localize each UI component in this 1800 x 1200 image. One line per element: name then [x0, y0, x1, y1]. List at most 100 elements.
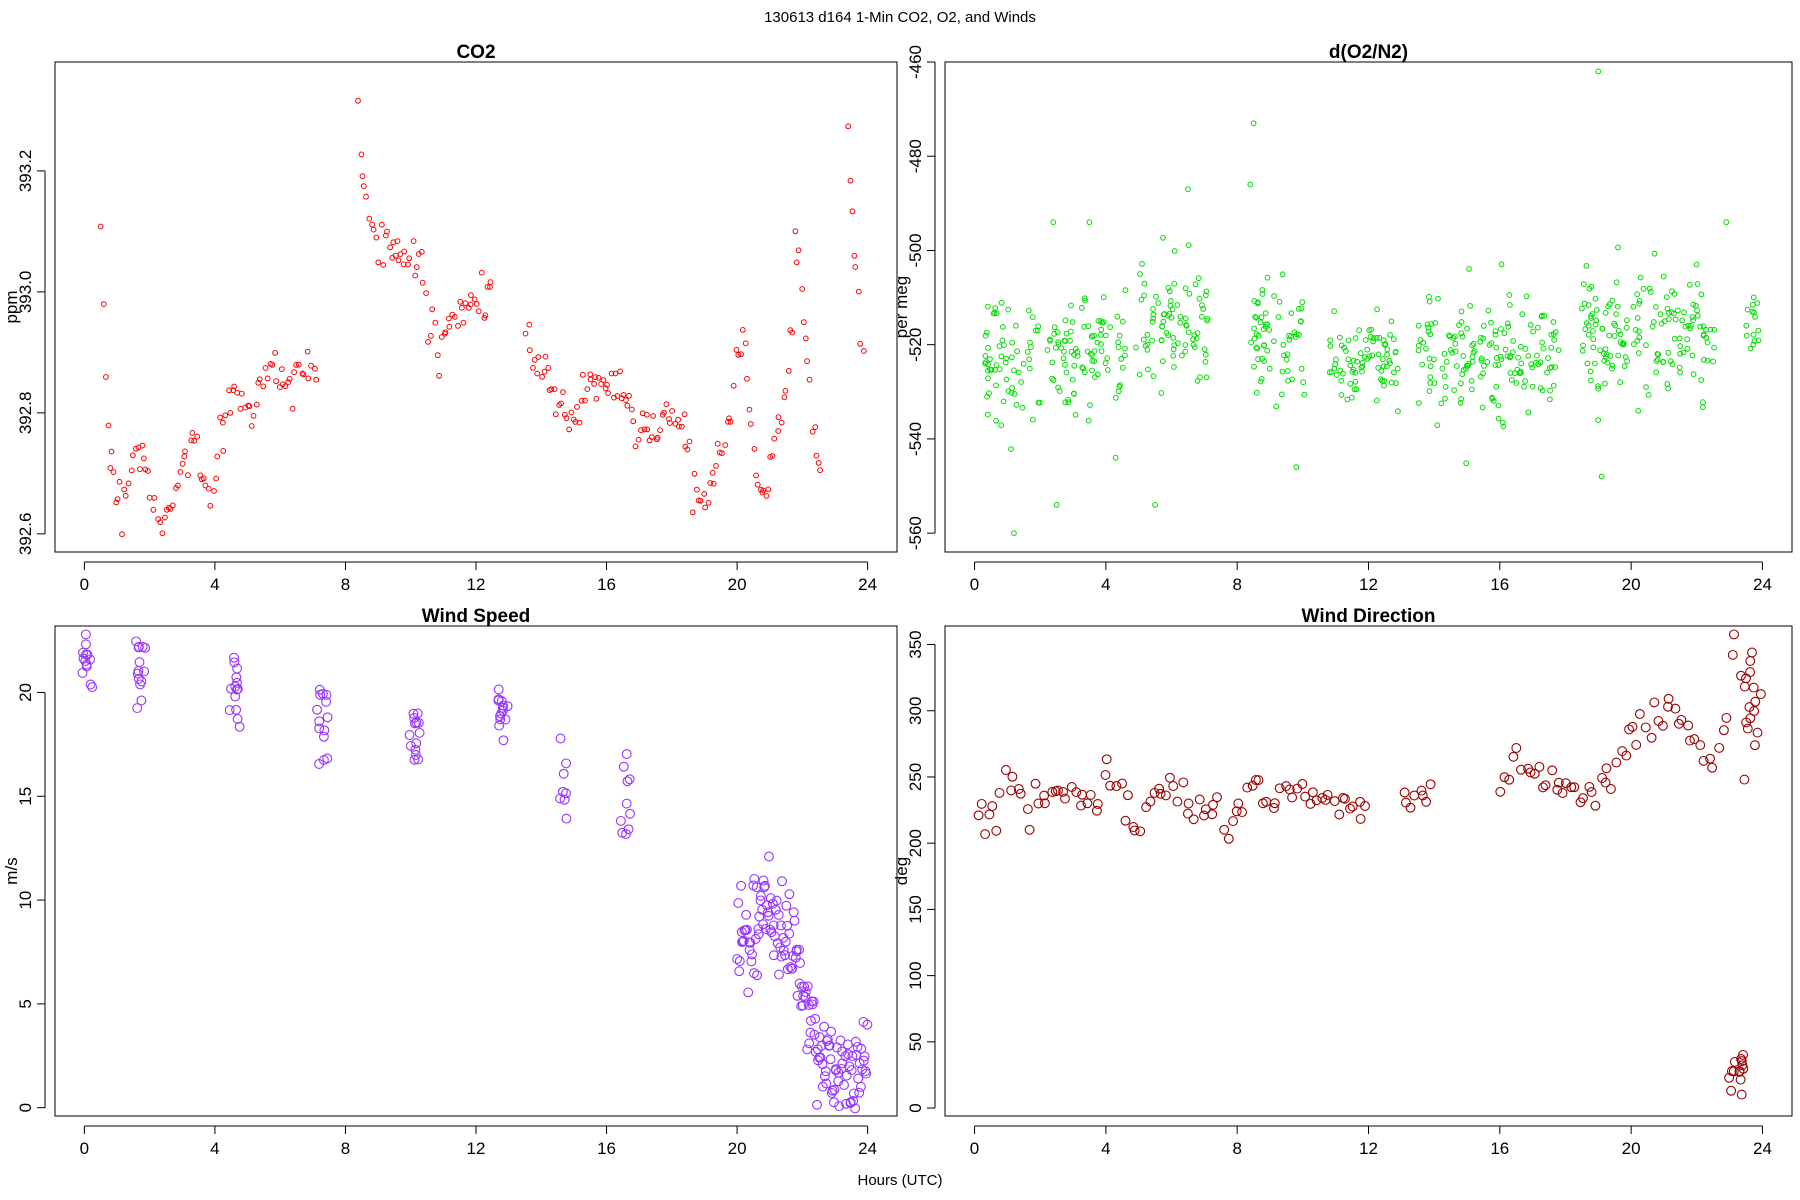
data-point [1281, 352, 1287, 359]
data-point [1434, 422, 1441, 429]
data-point [795, 247, 802, 254]
data-point [1463, 460, 1470, 467]
data-point [1086, 219, 1093, 226]
data-point [1593, 317, 1600, 324]
data-point [1457, 400, 1464, 406]
data-point [1024, 349, 1031, 355]
data-point [1317, 792, 1328, 803]
data-point [587, 376, 594, 383]
data-point [1027, 339, 1033, 346]
data-point [853, 1073, 864, 1084]
data-point [1464, 325, 1470, 332]
data-point [846, 1065, 857, 1076]
x-tick-label: 0 [80, 1139, 89, 1158]
data-point [760, 487, 767, 494]
data-point [1336, 334, 1343, 341]
data-point [1614, 303, 1621, 310]
data-point [1539, 312, 1545, 319]
data-point [1697, 323, 1704, 330]
data-point [1661, 318, 1668, 325]
data-point [542, 353, 549, 360]
data-point [1101, 754, 1112, 765]
data-point [1062, 338, 1069, 345]
data-point [1724, 1072, 1735, 1083]
data-point [815, 1052, 826, 1063]
data-point [1089, 357, 1096, 364]
data-point [1446, 332, 1452, 339]
data-point [735, 351, 742, 358]
data-point [1726, 1066, 1737, 1077]
data-point [312, 365, 318, 372]
data-point [1611, 320, 1617, 327]
data-point [1081, 295, 1088, 302]
x-tick-label: 24 [858, 575, 877, 594]
data-point [1118, 356, 1125, 362]
data-point [1300, 791, 1311, 802]
data-point [985, 367, 991, 374]
data-point [984, 393, 990, 400]
data-point [157, 519, 164, 526]
data-point [1000, 765, 1011, 775]
data-point [1105, 780, 1116, 791]
data-point [1362, 337, 1369, 343]
data-point [626, 392, 632, 399]
data-point [1359, 359, 1366, 366]
data-point [1442, 384, 1449, 390]
data-point [1139, 261, 1145, 267]
data-point [850, 1103, 861, 1114]
data-point [1026, 365, 1033, 372]
data-point [984, 809, 995, 820]
data-point [1621, 363, 1628, 370]
data-point [459, 304, 465, 311]
data-point [1694, 307, 1700, 314]
data-point [713, 463, 719, 469]
data-point [675, 416, 681, 423]
data-point [181, 453, 188, 460]
data-point [1636, 328, 1642, 335]
data-point [1493, 383, 1500, 390]
data-point [1540, 345, 1547, 352]
data-point [1734, 1066, 1745, 1077]
x-tick-label: 12 [1359, 575, 1378, 594]
data-point [493, 684, 504, 695]
data-point [1749, 301, 1756, 308]
data-point [1297, 779, 1308, 789]
data-point [1100, 319, 1107, 326]
data-point [1630, 303, 1637, 310]
data-point [496, 708, 507, 719]
data-point [1378, 376, 1384, 383]
data-point [560, 389, 566, 396]
data-point [1535, 324, 1541, 331]
data-point [1595, 68, 1602, 75]
data-point [1677, 369, 1683, 376]
data-point [1586, 285, 1593, 292]
data-point [220, 448, 227, 454]
data-point [1469, 354, 1476, 360]
data-point [1727, 649, 1738, 660]
data-point [230, 691, 241, 702]
data-point [1416, 785, 1427, 796]
data-point [624, 402, 631, 409]
data-point [425, 339, 431, 345]
data-point [1523, 293, 1530, 300]
panel-title: CO2 [456, 42, 495, 63]
data-point [1115, 388, 1122, 395]
data-point [794, 944, 804, 955]
data-point [602, 385, 609, 392]
data-point [1155, 300, 1162, 306]
data-point [763, 493, 770, 499]
data-point [1497, 353, 1504, 360]
data-point [819, 1071, 830, 1082]
data-point [593, 395, 600, 402]
data-point [1458, 330, 1465, 337]
data-point [1112, 394, 1119, 401]
data-point [188, 437, 195, 444]
data-point [1417, 790, 1428, 801]
data-point [1582, 326, 1589, 333]
data-point [1102, 360, 1109, 367]
data-point [558, 400, 564, 407]
data-point [629, 406, 635, 413]
data-point [1634, 315, 1641, 321]
data-point [370, 226, 377, 233]
data-point [1704, 339, 1711, 346]
